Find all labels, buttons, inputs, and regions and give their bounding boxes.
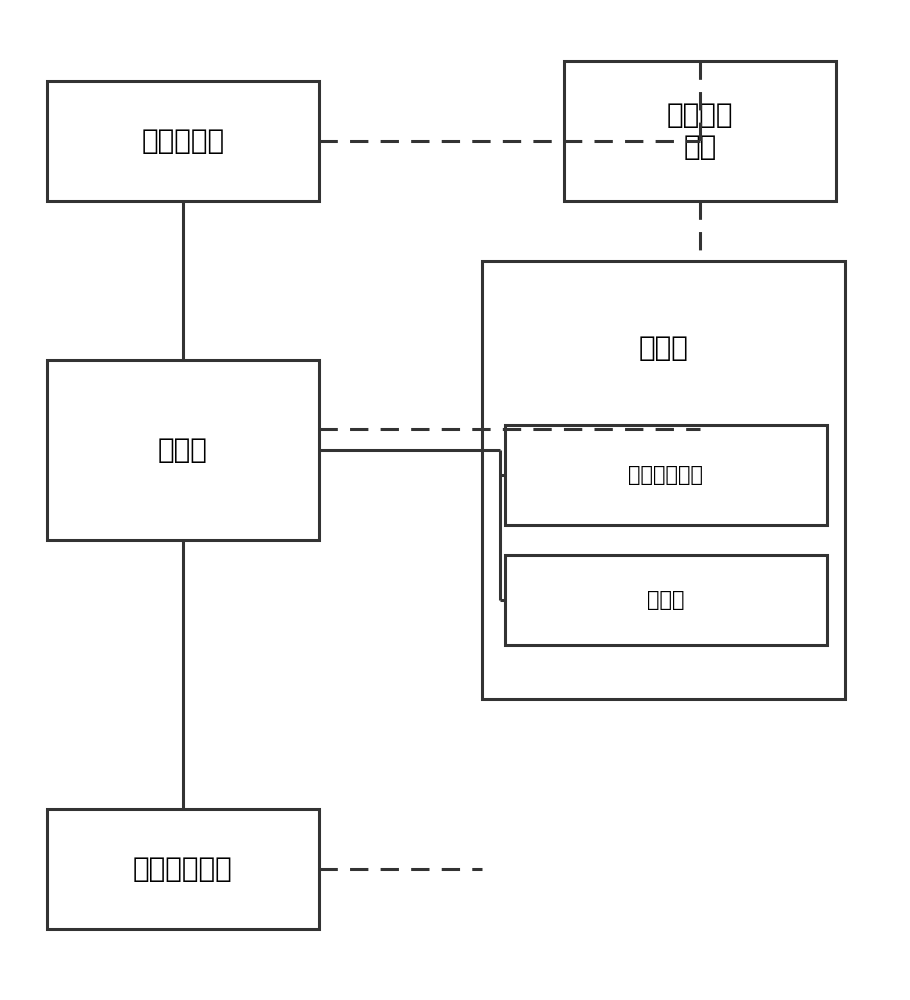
FancyBboxPatch shape <box>46 81 318 201</box>
FancyBboxPatch shape <box>482 261 845 699</box>
FancyBboxPatch shape <box>564 61 836 201</box>
FancyBboxPatch shape <box>46 360 318 540</box>
Text: 能量控制
单元: 能量控制 单元 <box>667 101 733 161</box>
Text: 辅助储能单元: 辅助储能单元 <box>133 855 233 883</box>
FancyBboxPatch shape <box>46 809 318 929</box>
Text: 加热器: 加热器 <box>647 590 684 610</box>
Text: 电池箱: 电池箱 <box>639 334 689 362</box>
FancyBboxPatch shape <box>505 425 827 525</box>
Text: 能量转化器: 能量转化器 <box>141 127 225 155</box>
FancyBboxPatch shape <box>505 555 827 645</box>
Text: 逆变器: 逆变器 <box>158 436 207 464</box>
Text: 锂离子电池组: 锂离子电池组 <box>629 465 703 485</box>
